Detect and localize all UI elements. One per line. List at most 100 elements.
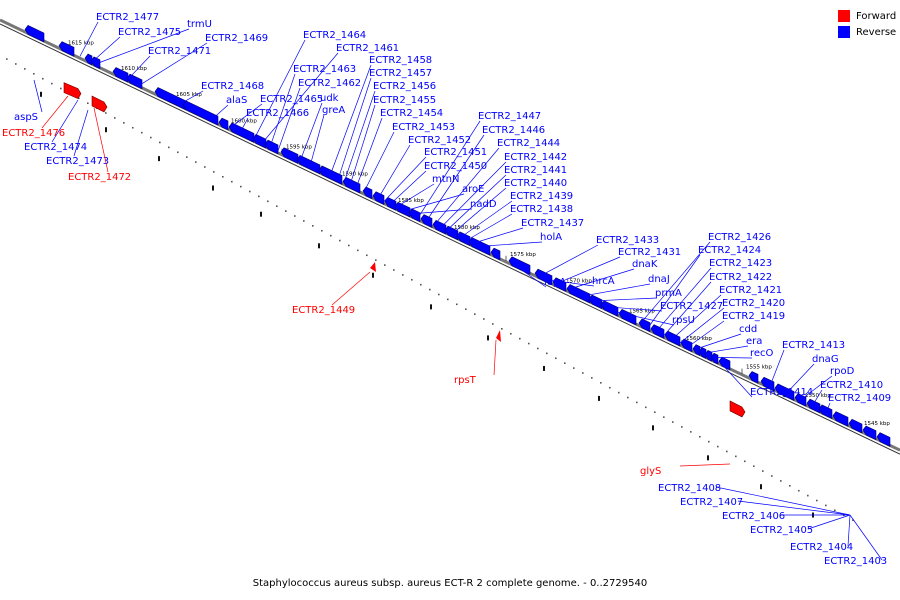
guide-dot <box>753 465 755 467</box>
gene-label-rpst: rpsT <box>454 375 477 386</box>
label-leader <box>179 90 204 105</box>
label-leader <box>785 363 815 394</box>
gene-label-ectr2-1426: ECTR2_1426 <box>708 232 771 243</box>
label-leader <box>709 357 753 359</box>
label-leader <box>349 104 376 186</box>
label-leader <box>663 281 712 336</box>
tick-label: 1570 kbp <box>566 279 592 285</box>
guide-dot <box>744 460 746 463</box>
label-leader <box>299 102 323 162</box>
gene-label-dnaj: dnaJ <box>648 274 670 285</box>
label-leader <box>445 174 507 232</box>
gene-label-ectr2-1440: ECTR2_1440 <box>504 178 567 189</box>
gene-label-ectr2-1446: ECTR2_1446 <box>482 125 545 136</box>
gene-label-ectr2-1423: ECTR2_1423 <box>709 258 772 269</box>
gene-label-ectr2-1476: ECTR2_1476 <box>2 128 65 139</box>
gene-label-ectr2-1473: ECTR2_1473 <box>46 156 109 167</box>
label-leader <box>277 87 301 151</box>
gene-label-rpsu: rpsU <box>672 315 695 326</box>
guide-dot <box>645 406 647 409</box>
label-leader <box>715 486 851 516</box>
guide-dot <box>663 416 665 418</box>
gene-label-ectr2-1406: ECTR2_1406 <box>722 511 785 522</box>
reverse-gene <box>650 324 665 339</box>
label-leader <box>377 144 411 199</box>
reverse-gene <box>408 208 421 223</box>
guide-dot <box>672 421 674 423</box>
label-leader <box>363 131 395 193</box>
reverse-gene <box>218 117 229 131</box>
tick-label: 1575 kbp <box>510 252 536 258</box>
label-leader <box>603 306 663 312</box>
guide-dot <box>816 499 818 502</box>
guide-dot <box>825 504 827 507</box>
legend-reverse-label: Reverse <box>856 26 897 38</box>
gene-label-ectr2-1408: ECTR2_1408 <box>658 483 721 494</box>
guide-dot <box>204 166 206 168</box>
reverse-gene <box>760 376 775 392</box>
guide-dot <box>636 401 638 404</box>
label-leader <box>91 36 121 63</box>
label-leader <box>847 514 851 547</box>
guide-dot <box>447 298 449 301</box>
guide-dot <box>177 151 179 154</box>
label-leader <box>239 117 249 133</box>
label-leader <box>417 120 481 218</box>
reverse-gene <box>126 73 143 90</box>
guide-dot <box>150 136 152 139</box>
label-leader <box>425 134 485 222</box>
gene-label-ectr2-1456: ECTR2_1456 <box>373 81 436 92</box>
guide-dot <box>159 141 161 144</box>
gene-label-ectr2-1433: ECTR2_1433 <box>596 235 659 246</box>
label-leader <box>403 193 465 212</box>
label-leader <box>33 79 43 113</box>
guide-dot <box>591 377 593 379</box>
guide-dot <box>600 382 602 384</box>
label-leader <box>309 114 325 167</box>
label-leader <box>547 279 595 287</box>
guide-dot <box>357 249 359 252</box>
label-leader <box>51 99 79 143</box>
label-leader <box>409 208 473 215</box>
guide-dot <box>213 171 215 173</box>
guide-dot <box>87 102 89 105</box>
label-leader <box>811 389 823 407</box>
guide-dot <box>771 475 773 477</box>
guide-dot <box>294 215 296 217</box>
guide-dot <box>168 146 170 149</box>
guide-dot <box>735 455 737 458</box>
guide-dot <box>384 264 386 266</box>
gene-label-ectr2-1453: ECTR2_1453 <box>392 122 455 133</box>
guide-dot <box>402 274 404 276</box>
guide-dot <box>492 323 494 325</box>
gene-label-ectr2-1404: ECTR2_1404 <box>790 542 853 553</box>
guide-dot <box>564 362 566 364</box>
guide-dot <box>609 386 611 389</box>
label-leader <box>567 268 635 290</box>
feature-dash <box>372 272 374 278</box>
label-leader <box>229 103 263 129</box>
guide-dot <box>582 372 584 374</box>
reverse-gene <box>692 344 701 357</box>
gene-label-ectr2-1442: ECTR2_1442 <box>504 152 567 163</box>
reverse-gene <box>58 41 75 57</box>
guide-dot <box>834 509 836 512</box>
label-leader <box>639 241 711 325</box>
gene-label-ectr2-1439: ECTR2_1439 <box>510 191 573 202</box>
feature-dash <box>707 455 709 461</box>
guide-dot <box>42 77 44 80</box>
guide-dot <box>375 259 377 261</box>
guide-dot <box>222 175 224 178</box>
gene-label-rpod: rpoD <box>830 366 855 377</box>
gene-label-ectr2-1458: ECTR2_1458 <box>369 55 432 66</box>
reverse-gene <box>848 418 863 434</box>
reverse-gene <box>748 371 759 384</box>
label-leader <box>331 271 371 306</box>
guide-dot <box>24 68 26 70</box>
guide-dot <box>789 485 791 487</box>
guide-dot <box>312 225 314 227</box>
feature-dash <box>158 156 160 162</box>
reverse-gene <box>508 256 531 275</box>
guide-dot <box>726 450 728 453</box>
gene-label-asps: aspS <box>14 112 38 123</box>
